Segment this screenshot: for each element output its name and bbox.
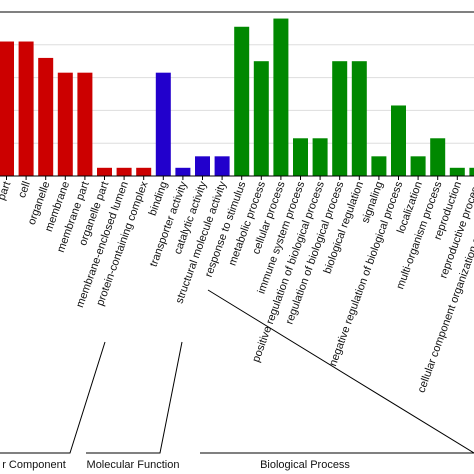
bar [175,167,191,176]
bar [57,72,73,176]
group-labels: r Component Molecular Function Biological … [2,459,350,471]
bar [195,156,210,176]
bar [116,167,132,176]
group-label: Molecular Function [87,459,180,471]
bar [0,41,14,176]
bar [430,138,446,176]
bar [214,156,230,176]
bar [38,57,54,176]
bars [0,18,474,177]
bar [273,18,289,177]
bar [234,26,250,177]
x-tick-label: cell [16,180,33,200]
group-bracket [200,289,474,454]
bar [97,167,112,176]
x-ticks [6,176,458,180]
group-brackets [0,289,474,454]
bar [410,156,426,176]
group-bracket [86,341,183,454]
bar [155,72,171,176]
bar [312,138,328,176]
group-label: Biological Process [260,459,350,471]
bar [371,156,387,176]
bar [469,167,474,176]
bar [77,72,93,176]
bar [18,41,34,176]
group-bracket [0,341,106,454]
bar [136,167,152,176]
bar [253,61,269,177]
group-label: r Component [2,459,66,471]
bar [391,105,406,176]
bar [332,61,348,177]
bar [449,167,465,176]
bar [293,138,308,176]
bar [351,61,367,177]
x-tick-label: part [0,180,13,202]
